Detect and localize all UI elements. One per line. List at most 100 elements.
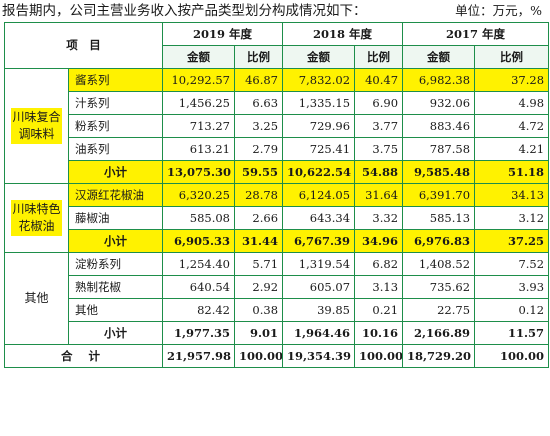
intro-text: 报告期内，公司主营业务收入按产品类型划分构成情况如下： [2,3,367,19]
category-label-line: 调味料 [18,126,55,141]
amount-cell: 787.58 [402,137,476,161]
product-name: 油系列 [68,137,163,161]
ratio-cell: 40.47 [354,68,404,92]
amount-cell: 713.27 [162,114,235,138]
amount-cell: 729.96 [282,114,356,138]
category-label: 川味特色 花椒油 [11,199,62,236]
amount-cell: 6,124.05 [282,183,356,207]
year-header-2018: 2018 年度 [282,22,404,46]
ratio-header: 比例 [233,45,284,69]
item-header: 项 目 [4,22,163,69]
subtotal-ratio: 51.18 [474,160,550,184]
amount-cell: 1,335.15 [282,91,356,115]
subtotal-row: 小计 13,075.30 59.55 10,622.54 54.88 9,585.48 51… [5,160,550,184]
table-row: 藤椒油 585.08 2.66 643.34 3.32 585.13 3.12 [5,206,550,230]
year-header-2017: 2017 年度 [402,22,550,46]
ratio-cell: 4.98 [474,91,550,115]
amount-cell: 1,408.52 [402,252,476,276]
amount-cell: 585.08 [162,206,235,230]
category-label: 其他 [23,289,49,308]
ratio-cell: 2.79 [233,137,284,161]
category-label: 川味复合 调味料 [11,107,62,144]
ratio-cell: 3.77 [354,114,404,138]
total-ratio: 100.00 [233,344,284,368]
subtotal-row: 小计 1,977.35 9.01 1,964.46 10.16 2,166.89 11.57 [5,321,550,345]
amount-cell: 82.42 [162,298,235,322]
subtotal-ratio: 54.88 [354,160,404,184]
header-row-years: 项 目 2019 年度 2018 年度 2017 年度 [4,22,550,69]
category-cell: 川味复合 调味料 [4,68,69,184]
total-amount: 18,729.20 [402,344,476,368]
subtotal-ratio: 59.55 [233,160,284,184]
ratio-cell: 5.71 [233,252,284,276]
amount-cell: 613.21 [162,137,235,161]
amount-cell: 10,292.57 [162,68,235,92]
amount-cell: 7,832.02 [282,68,356,92]
ratio-cell: 3.32 [354,206,404,230]
table-row: 其他 淀粉系列 1,254.40 5.71 1,319.54 6.82 1,408.52 7.… [4,252,550,345]
amount-cell: 585.13 [402,206,476,230]
table-row: 汁系列 1,456.25 6.63 1,335.15 6.90 932.06 4.98 [5,91,550,115]
table-row: 川味特色 花椒油 汉源红花椒油 6,320.25 28.78 6,124.05 31.64 6… [4,183,550,253]
total-ratio: 100.00 [474,344,550,368]
ratio-cell: 0.21 [354,298,404,322]
category-label-line: 川味特色 [12,201,61,216]
amount-cell: 6,982.38 [402,68,476,92]
ratio-cell: 0.12 [474,298,550,322]
amount-cell: 39.85 [282,298,356,322]
ratio-cell: 31.64 [354,183,404,207]
amount-cell: 6,320.25 [162,183,235,207]
subtotal-ratio: 31.44 [233,229,284,253]
amount-cell: 6,391.70 [402,183,476,207]
subtotal-row: 小计 6,905.33 31.44 6,767.39 34.96 6,976.83 37.2… [5,229,550,253]
subtotal-ratio: 9.01 [233,321,284,345]
table-row: 油系列 613.21 2.79 725.41 3.75 787.58 4.21 [5,137,550,161]
total-label: 合 计 [4,344,163,368]
ratio-cell: 4.21 [474,137,550,161]
year-header-2019: 2019 年度 [161,22,284,46]
ratio-cell: 6.82 [354,252,404,276]
amount-cell: 932.06 [402,91,476,115]
total-amount: 21,957.98 [162,344,235,368]
subtotal-label: 小计 [68,229,163,253]
ratio-cell: 3.12 [474,206,550,230]
total-ratio: 100.00 [354,344,404,368]
product-name: 酱系列 [68,68,163,92]
table-row: 其他 82.42 0.38 39.85 0.21 22.75 0.12 [5,298,550,322]
product-name: 汁系列 [68,91,163,115]
category-label-line: 川味复合 [12,109,61,124]
ratio-cell: 28.78 [233,183,284,207]
ratio-cell: 2.66 [233,206,284,230]
ratio-cell: 46.87 [233,68,284,92]
subtotal-amount: 13,075.30 [162,160,235,184]
ratio-cell: 0.38 [233,298,284,322]
ratio-cell: 2.92 [233,275,284,299]
subtotal-amount: 10,622.54 [282,160,356,184]
subtotal-amount: 6,905.33 [162,229,235,253]
category-cell: 川味特色 花椒油 [4,183,69,253]
subtotal-amount: 1,964.46 [282,321,356,345]
subtotal-ratio: 34.96 [354,229,404,253]
category-label-line: 花椒油 [18,218,55,233]
table-row: 熟制花椒 640.54 2.92 605.07 3.13 735.62 3.93 [5,275,550,299]
table-row: 粉系列 713.27 3.25 729.96 3.77 883.46 4.72 [5,114,550,138]
amount-cell: 1,319.54 [282,252,356,276]
product-name: 其他 [68,298,163,322]
subtotal-ratio: 10.16 [354,321,404,345]
table-row: 川味复合 调味料 酱系列 10,292.57 46.87 7,832.02 40.47 6,9… [4,68,550,184]
amount-cell: 605.07 [282,275,356,299]
amount-cell: 1,254.40 [162,252,235,276]
subtotal-ratio: 11.57 [474,321,550,345]
total-row: 合 计 21,957.98 100.00 19,354.39 100.00 18,729.… [4,344,550,368]
subtotal-ratio: 37.25 [474,229,550,253]
product-name: 熟制花椒 [68,275,163,299]
ratio-cell: 3.25 [233,114,284,138]
subtotal-amount: 2,166.89 [402,321,476,345]
product-name: 汉源红花椒油 [68,183,163,207]
revenue-table: 项 目 2019 年度 2018 年度 2017 年度 金额 比例 金额 比例 … [4,22,550,368]
amount-cell: 725.41 [282,137,356,161]
category-cell: 其他 [4,252,69,345]
product-name: 粉系列 [68,114,163,138]
ratio-cell: 6.63 [233,91,284,115]
ratio-cell: 34.13 [474,183,550,207]
